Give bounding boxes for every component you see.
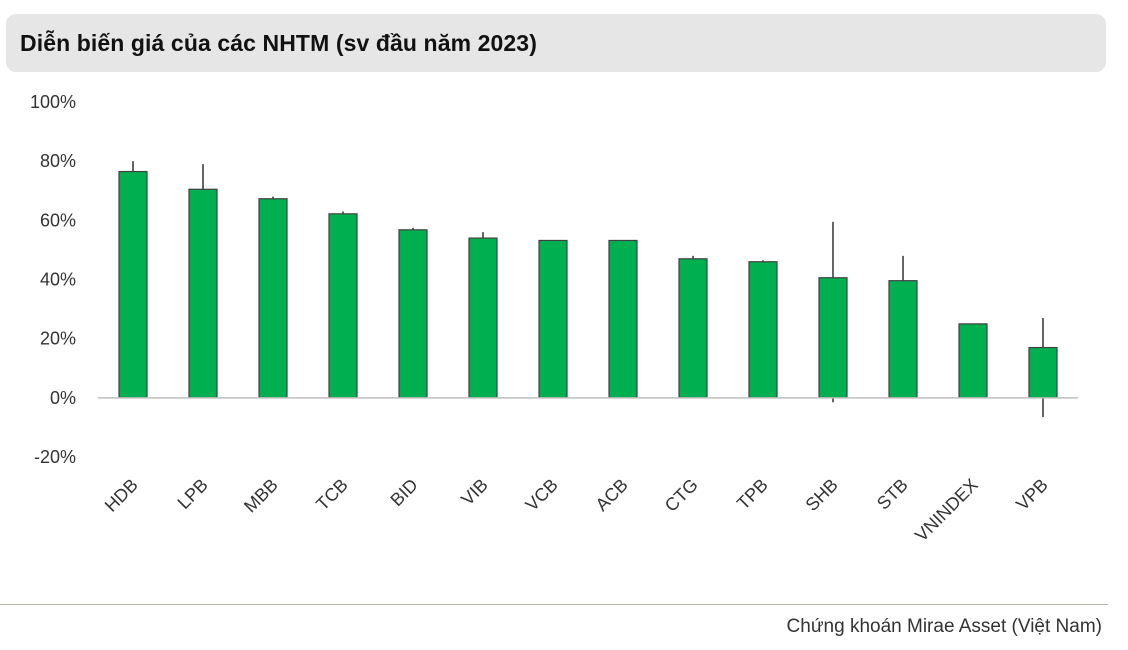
x-tick-label-tcb: TCB bbox=[312, 475, 352, 515]
x-tick-label-bid: BID bbox=[386, 475, 421, 510]
y-tick-label: 20% bbox=[40, 329, 76, 349]
x-tick-label-stb: STB bbox=[873, 475, 912, 514]
footer-divider bbox=[0, 604, 1108, 605]
y-axis-tick-labels: 100% 80% 60% 40% 20% 0% -20% bbox=[30, 92, 76, 467]
y-tick-label: 0% bbox=[50, 388, 76, 408]
x-tick-label-tpb: TPB bbox=[733, 475, 772, 514]
x-tick-label-vpb: VPB bbox=[1012, 475, 1052, 515]
bar-lpb bbox=[188, 188, 218, 399]
bar-ctg bbox=[678, 258, 708, 399]
bar-stb bbox=[888, 280, 918, 399]
x-tick-label-lpb: LPB bbox=[174, 475, 212, 513]
source-note: Chứng khoán Mirae Asset (Việt Nam) bbox=[786, 616, 1102, 637]
x-tick-label-vib: VIB bbox=[457, 475, 492, 510]
x-tick-label-acb: ACB bbox=[592, 475, 632, 515]
bar-tcb bbox=[328, 213, 358, 399]
bar-chart: 100% 80% 60% 40% 20% 0% -20% HDB LPB MBB TCB BID VI… bbox=[30, 92, 1078, 546]
bars bbox=[118, 170, 1058, 399]
y-tick-label: 60% bbox=[40, 210, 76, 230]
bar-vpb bbox=[1028, 346, 1058, 399]
x-tick-label-shb: SHB bbox=[802, 475, 842, 515]
bar-shb bbox=[818, 277, 848, 399]
y-tick-label: -20% bbox=[34, 447, 76, 467]
bar-tpb bbox=[748, 261, 778, 399]
bar-mbb bbox=[258, 198, 288, 399]
bar-bid bbox=[398, 229, 428, 399]
chart-title: Diễn biến giá của các NHTM (sv đầu năm 2… bbox=[20, 29, 537, 56]
x-tick-label-hdb: HDB bbox=[101, 475, 142, 516]
bar-hdb bbox=[118, 170, 148, 399]
title-bar: Diễn biến giá của các NHTM (sv đầu năm 2… bbox=[6, 14, 1106, 72]
x-tick-label-vcb: VCB bbox=[522, 475, 562, 515]
x-axis-category-labels: HDB LPB MBB TCB BID VIB VCB ACB CTG TPB SHB STB VNIN… bbox=[101, 475, 1052, 546]
bar-vib bbox=[468, 237, 498, 399]
bar-vnindex bbox=[958, 323, 988, 399]
y-tick-label: 80% bbox=[40, 151, 76, 171]
x-tick-label-mbb: MBB bbox=[240, 475, 282, 517]
x-tick-label-ctg: CTG bbox=[661, 475, 702, 516]
y-tick-label: 100% bbox=[30, 92, 76, 112]
y-tick-label: 40% bbox=[40, 270, 76, 290]
x-tick-label-vnindex: VNINDEX bbox=[911, 475, 982, 546]
bar-acb bbox=[608, 239, 638, 399]
bar-vcb bbox=[538, 239, 568, 399]
